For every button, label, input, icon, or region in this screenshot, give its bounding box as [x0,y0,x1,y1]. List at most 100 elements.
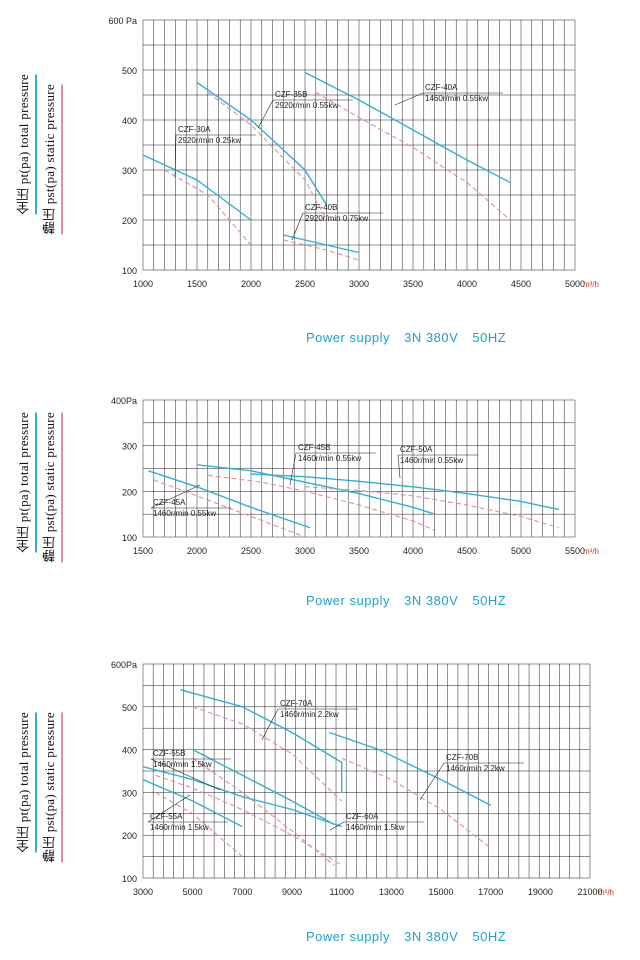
static-pressure-curve [207,474,435,531]
x-tick-label: 1500 [187,279,207,289]
y-tick-label: 200 [122,487,137,497]
x-axis-unit: m³/h [583,547,599,556]
total-pressure-curve [196,81,328,206]
chart-1: 100 200 300 400Pa 1500 2000 2500 3000 3500 4000 45… [111,396,599,556]
annotation-leader [261,708,279,741]
annotation-leader [397,454,401,479]
x-tick-label: 2500 [241,546,261,556]
annotation-model: CZF-55A [150,812,183,821]
annotation-model: CZF-70B [446,753,478,762]
x-tick-label: 4000 [457,279,477,289]
x-tick-label: 19000 [528,887,553,897]
static-pressure-curve [315,92,511,221]
annotation-spec: 1460r/min 1.5kw [153,760,212,769]
power-supply-label: Power supply [306,929,391,944]
annotation-leader [419,762,445,801]
total-pressure-curve [250,473,559,511]
x-tick-label: 5500 [565,546,585,556]
x-tick-label: 1500 [133,546,153,556]
power-supply-frequency: 50HZ [472,929,507,944]
x-tick-label: 17000 [478,887,503,897]
annotation-leader [150,484,201,509]
annotation-model: CZF-30A [178,125,211,134]
y-tick-label: 400Pa [111,396,137,406]
static-pressure-curve [192,706,343,802]
annotation-model: CZF-70A [280,699,313,708]
power-supply-label: Power supply [306,330,391,345]
x-tick-label: 4000 [403,546,423,556]
total-pressure-curve [329,731,492,806]
total-pressure-curve [283,234,360,254]
x-tick-label: 5000 [183,887,203,897]
static-pressure-curve [164,169,252,246]
x-tick-label: 2500 [295,279,315,289]
y-tick-label: 500 [122,703,137,713]
x-tick-label: 3500 [403,279,423,289]
static-pressure-curve [192,757,335,866]
chart-panel-2: 全压 pt(pa) total pressure 静压 pst(pa) stat… [0,360,640,630]
power-supply-label: Power supply [306,593,391,608]
static-pressure-curve [155,791,243,858]
total-pressure-curve [192,748,335,826]
y-tick-label: 500 [122,66,137,76]
grid [142,663,591,879]
grid [142,19,576,271]
annotation-spec: 1460r/min 0.55kw [400,456,463,465]
static-pressure-curve [341,757,492,849]
static-pressure-curve [304,486,559,529]
x-tick-label: 4500 [511,279,531,289]
annotation-leader [150,758,221,791]
y-tick-label: 300 [122,442,137,452]
annotation-spec: 2920r/min 0.75kw [305,214,368,223]
annotation-model: CZF-60A [346,812,379,821]
total-pressure-curve [142,778,243,828]
y-tick-label: 300 [122,788,137,798]
chart-panel-3: 全压 pt(pa) total pressure 静压 pst(pa) stat… [0,630,640,960]
x-tick-label: 2000 [187,546,207,556]
y-tick-label: 400 [122,116,137,126]
static-pressure-curve [207,92,328,221]
y-tick-label: 600Pa [111,660,137,670]
annotation-spec: 1460r/min 0.55kw [425,94,488,103]
annotation-leader [257,99,274,129]
grid [142,399,576,538]
static-pressure-curve [283,239,360,261]
y-tick-label: 600 Pa [108,16,137,26]
total-pressure-curve [142,154,252,221]
power-supply-frequency: 50HZ [472,330,507,345]
x-tick-label: 4500 [457,546,477,556]
x-tick-label: 1000 [133,279,153,289]
chart-2: 100 200 300 400 500 600Pa 3000 5000 7000 9000 1100… [111,660,614,897]
annotation-model: CZF-40B [305,203,337,212]
annotation-spec: 2920r/min 0.25kw [178,136,241,145]
power-supply-footer: Power supply 3N 380V 50HZ [306,929,516,944]
x-axis-unit: m³/h [598,888,614,897]
annotation-leader [394,92,424,106]
y-tick-label: 100 [122,266,137,276]
annotation-leader [289,452,297,486]
total-pressure-curve [148,470,311,529]
x-tick-label: 15000 [428,887,453,897]
x-tick-label: 3000 [295,546,315,556]
y-tick-label: 100 [122,533,137,543]
annotation-spec: 1460r/min 1.5kw [346,823,405,832]
x-tick-label: 9000 [282,887,302,897]
y-tick-label: 200 [122,216,137,226]
annotation-spec: 2920r/min 0.55kw [275,101,338,110]
power-supply-voltage: 3N 380V [404,929,459,944]
chart-0: 100 200 300 400 500 600 Pa 1000 1500 2000 2500 300… [108,16,599,289]
annotation-spec: 1460r/min 0.55kw [153,509,216,518]
total-pressure-curve [180,689,343,793]
x-tick-label: 3000 [349,279,369,289]
annotation-spec: 1460r/min 2.2kw [280,710,339,719]
chart-panel-1: 全压 pt(pa) total pressure 静压 pst(pa) stat… [0,0,640,360]
x-tick-label: 21000 [577,887,602,897]
x-tick-label: 2000 [241,279,261,289]
annotation-spec: 1460r/min 1.5kw [150,823,209,832]
annotation-model: CZF-45A [153,498,186,507]
total-pressure-curve [304,71,511,184]
power-supply-frequency: 50HZ [472,593,507,608]
x-tick-label: 3000 [133,887,153,897]
power-supply-voltage: 3N 380V [404,330,459,345]
x-tick-label: 11000 [329,887,353,897]
